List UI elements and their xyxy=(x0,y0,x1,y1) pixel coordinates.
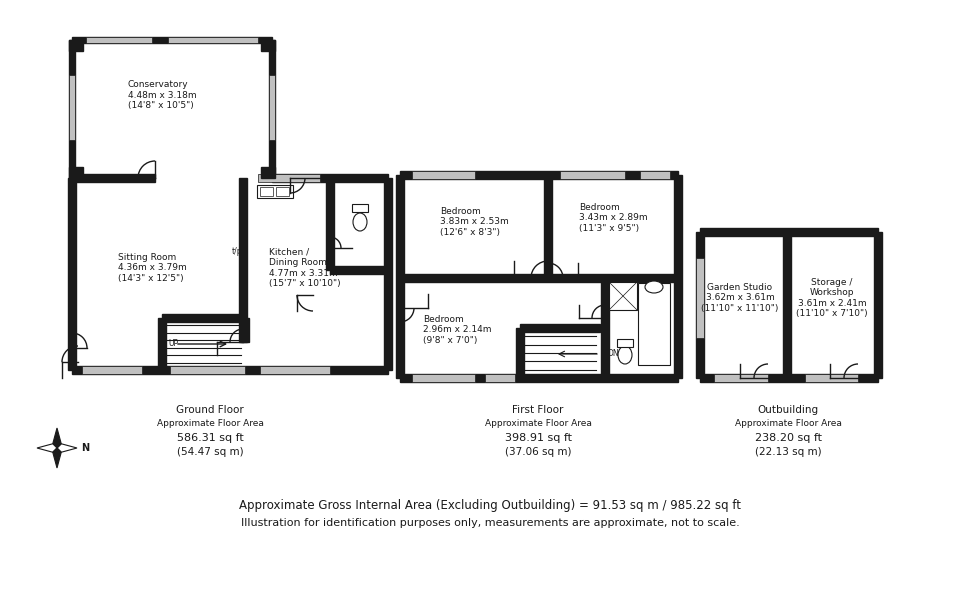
Text: Bedroom
2.96m x 2.14m
(9'8" x 7'0"): Bedroom 2.96m x 2.14m (9'8" x 7'0") xyxy=(422,315,491,345)
Text: Bedroom
3.43m x 2.89m
(11'3" x 9'5"): Bedroom 3.43m x 2.89m (11'3" x 9'5") xyxy=(578,203,648,233)
Bar xyxy=(805,374,858,382)
Bar xyxy=(714,374,768,382)
Bar xyxy=(170,366,245,374)
Bar xyxy=(69,40,83,51)
Bar xyxy=(168,37,258,43)
Text: 398.91 sq ft: 398.91 sq ft xyxy=(505,433,571,443)
Bar xyxy=(400,278,678,378)
Bar xyxy=(82,366,142,374)
Bar xyxy=(400,175,678,378)
Bar xyxy=(605,278,678,378)
Bar xyxy=(874,232,882,378)
Bar xyxy=(638,283,670,365)
Bar xyxy=(78,362,110,382)
Bar xyxy=(400,374,678,382)
Bar xyxy=(524,332,596,374)
Bar xyxy=(700,374,878,382)
Bar xyxy=(412,171,475,179)
Text: (37.06 sq m): (37.06 sq m) xyxy=(505,447,571,457)
Bar xyxy=(260,366,330,374)
Bar xyxy=(72,40,272,178)
Bar xyxy=(516,328,524,378)
Bar xyxy=(544,175,552,278)
Bar xyxy=(560,171,625,179)
Text: Bedroom
3.83m x 2.53m
(12'6" x 8'3"): Bedroom 3.83m x 2.53m (12'6" x 8'3") xyxy=(440,207,509,237)
Text: Sitting Room
4.36m x 3.79m
(14'3" x 12'5"): Sitting Room 4.36m x 3.79m (14'3" x 12'5… xyxy=(118,253,186,283)
Bar xyxy=(72,37,272,43)
Text: Conservatory
4.48m x 3.18m
(14'8" x 10'5"): Conservatory 4.48m x 3.18m (14'8" x 10'5… xyxy=(127,80,196,110)
Bar xyxy=(269,40,275,178)
Bar xyxy=(400,274,678,282)
Text: t/p: t/p xyxy=(231,248,242,257)
Text: Kitchen /
Dining Room
4.77m x 3.31m
(15'7" x 10'10"): Kitchen / Dining Room 4.77m x 3.31m (15'… xyxy=(270,248,341,288)
Text: 238.20 sq ft: 238.20 sq ft xyxy=(755,433,821,443)
Bar xyxy=(86,37,152,43)
Ellipse shape xyxy=(353,213,367,231)
Polygon shape xyxy=(37,444,57,452)
Bar xyxy=(72,178,388,370)
Text: 586.31 sq ft: 586.31 sq ft xyxy=(176,433,243,443)
Bar xyxy=(485,374,515,382)
Bar xyxy=(158,318,166,370)
Text: (54.47 sq m): (54.47 sq m) xyxy=(176,447,243,457)
Bar xyxy=(326,178,334,270)
Bar xyxy=(272,174,388,182)
Ellipse shape xyxy=(618,346,632,364)
Bar xyxy=(412,374,475,382)
Bar xyxy=(330,178,388,270)
Bar xyxy=(258,174,320,182)
Bar xyxy=(239,178,247,342)
Text: UP: UP xyxy=(168,340,178,349)
Bar xyxy=(260,187,273,196)
Bar xyxy=(700,228,878,236)
Polygon shape xyxy=(53,428,61,448)
Bar xyxy=(396,175,404,378)
Text: Storage /
Workshop
3.61m x 2.41m
(11'10" x 7'10"): Storage / Workshop 3.61m x 2.41m (11'10"… xyxy=(796,278,868,318)
Text: (22.13 sq m): (22.13 sq m) xyxy=(755,447,821,457)
Text: DN: DN xyxy=(607,349,618,359)
Bar xyxy=(601,278,609,378)
Bar xyxy=(68,178,76,370)
Bar xyxy=(674,175,682,378)
Bar xyxy=(783,232,791,378)
Text: Outbuilding: Outbuilding xyxy=(758,405,818,415)
Bar xyxy=(330,266,388,274)
Polygon shape xyxy=(53,448,61,468)
Text: Approximate Floor Area: Approximate Floor Area xyxy=(735,419,842,428)
Bar xyxy=(269,75,275,140)
Bar xyxy=(384,178,392,370)
Polygon shape xyxy=(57,444,77,452)
Bar xyxy=(617,339,633,347)
Bar xyxy=(696,258,704,338)
Bar xyxy=(257,185,293,198)
Bar xyxy=(69,167,83,178)
Bar xyxy=(696,232,704,378)
Bar xyxy=(69,40,75,178)
Bar xyxy=(241,318,249,342)
Bar xyxy=(261,167,275,178)
Text: Approximate Gross Internal Area (Excluding Outbuilding) = 91.53 sq m / 985.22 sq: Approximate Gross Internal Area (Excludi… xyxy=(239,498,741,511)
Text: Illustration for identification purposes only, measurements are approximate, not: Illustration for identification purposes… xyxy=(241,518,739,528)
Bar xyxy=(520,324,600,332)
Bar xyxy=(162,318,245,370)
Bar xyxy=(640,171,670,179)
Text: Garden Studio
3.62m x 3.61m
(11'10" x 11'10"): Garden Studio 3.62m x 3.61m (11'10" x 11… xyxy=(702,283,779,313)
Bar xyxy=(400,171,678,179)
Text: Approximate Floor Area: Approximate Floor Area xyxy=(484,419,592,428)
Text: Ground Floor: Ground Floor xyxy=(176,405,244,415)
Text: N: N xyxy=(81,443,89,453)
Bar xyxy=(69,75,75,140)
Bar xyxy=(72,366,388,374)
Bar xyxy=(261,40,275,51)
Bar xyxy=(162,314,245,322)
Bar xyxy=(700,232,878,378)
Text: Approximate Floor Area: Approximate Floor Area xyxy=(157,419,264,428)
Ellipse shape xyxy=(645,281,663,293)
Text: First Floor: First Floor xyxy=(513,405,563,415)
Bar xyxy=(276,187,289,196)
Bar xyxy=(162,318,245,370)
Bar xyxy=(609,282,637,310)
Bar xyxy=(352,204,368,212)
Bar xyxy=(72,174,155,182)
